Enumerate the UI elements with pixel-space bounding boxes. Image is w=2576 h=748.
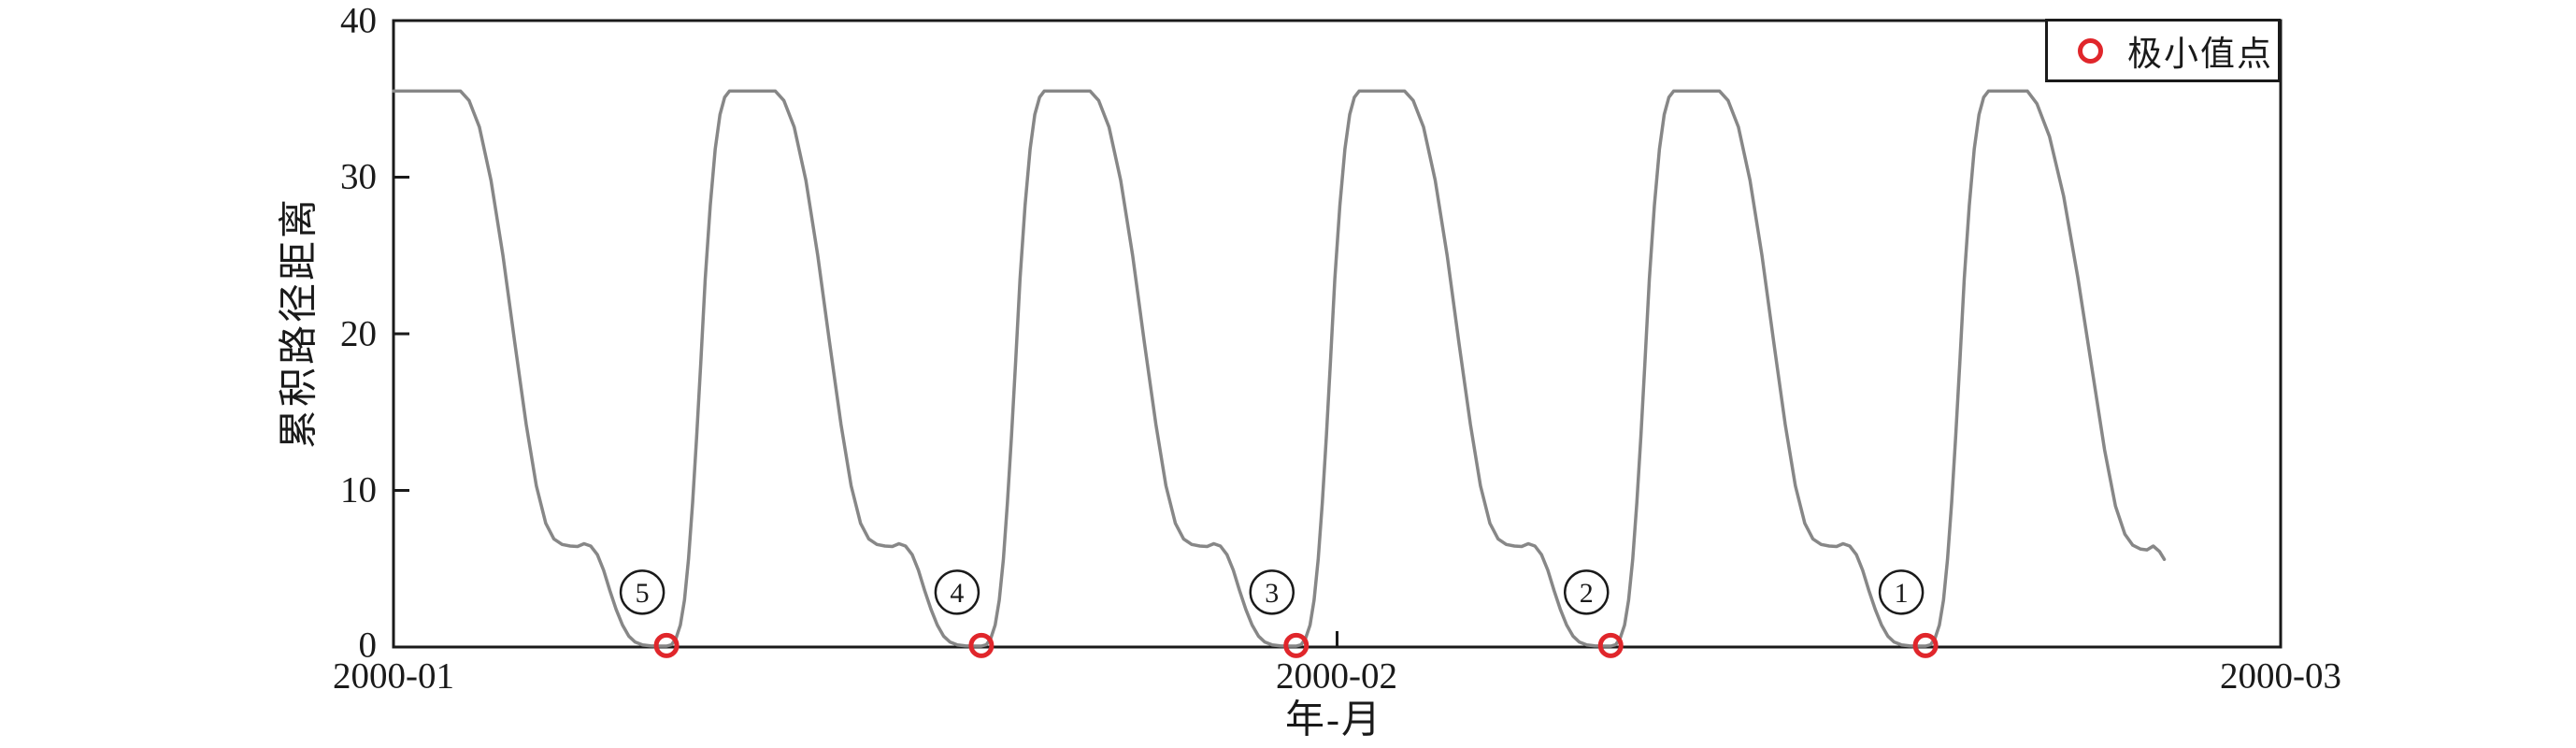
y-tick-label-40: 40 (340, 0, 377, 41)
minimum-label-number: 2 (1580, 578, 1594, 609)
y-tick-label-20: 20 (340, 313, 377, 354)
minimum-label-circle (1564, 569, 1610, 615)
x-tick-label-2000-01: 2000-01 (333, 655, 454, 697)
minimum-label-number: 5 (636, 578, 650, 609)
minimum-marker (1597, 632, 1624, 658)
y-tick-label-30: 30 (340, 156, 377, 197)
minimum-point-legend-icon (2078, 37, 2103, 64)
plot-frame (392, 19, 2283, 649)
minimum-label-circle (619, 569, 665, 615)
minimum-label-circle (1878, 569, 1925, 615)
legend-label: 极小值点 (2127, 36, 2273, 74)
minimum-label-number: 4 (950, 578, 964, 609)
y-axis-title: 累积路径距离 (278, 195, 322, 450)
minimum-label-circle (934, 569, 980, 615)
minimum-marker (1283, 632, 1309, 658)
curve-path (392, 89, 2167, 648)
x-tick-label-2000-03: 2000-03 (2220, 655, 2341, 697)
x-tick-label-2000-02: 2000-02 (1276, 655, 1397, 697)
minimum-label-number: 3 (1265, 578, 1279, 609)
minimum-marker (1912, 632, 1939, 658)
minimum-label-circle (1249, 569, 1295, 615)
minimum-marker (968, 632, 995, 658)
legend: 极小值点 (2045, 19, 2281, 82)
minimum-label-number: 1 (1895, 578, 1909, 609)
x-axis-title: 年-月 (1285, 698, 1382, 742)
y-tick-label-10: 10 (340, 469, 377, 511)
minimum-marker (653, 632, 680, 658)
y-tick-label-0: 0 (358, 625, 378, 666)
